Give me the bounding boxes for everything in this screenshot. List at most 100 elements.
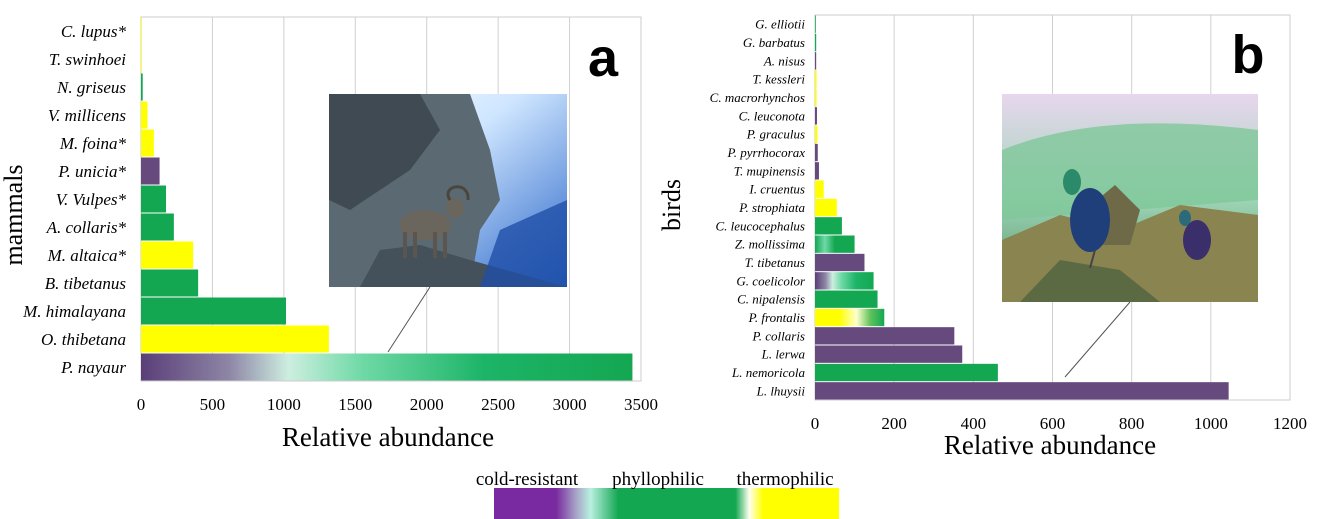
panel-a-photo-connector (387, 286, 431, 353)
b-bar (815, 107, 817, 125)
legend-label-phyllophilic: phyllophilic (612, 469, 704, 490)
b-bar (815, 15, 816, 33)
a-x-tick-label: 0 (137, 395, 146, 414)
panel-b-letter: b (1232, 25, 1265, 85)
a-x-tick-label: 2500 (481, 395, 515, 414)
b-category-label: C. nipalensis (737, 292, 805, 307)
b-category-label: P. graculus (746, 127, 805, 142)
panel-b-x-axis-title: Relative abundance (944, 430, 1156, 460)
b-category-label: P. frontalis (748, 310, 805, 325)
b-category-label: L. nemoricola (731, 365, 805, 380)
a-bar (141, 129, 154, 157)
a-category-label: B. tibetanus (45, 274, 127, 293)
panel-a-inset-photo (329, 94, 567, 353)
b-category-label: L. lerwa (761, 347, 806, 362)
a-x-tick-label: 3000 (553, 395, 587, 414)
a-category-label: A. collaris* (46, 218, 127, 237)
a-bar (141, 297, 286, 325)
panel-a-tick-labels: 0 500 1000 1500 2000 2500 3000 3500 (137, 395, 658, 414)
panel-a-category-labels: C. lupus* T. swinhoei N. griseus V. millice… (22, 22, 126, 377)
panel-a-y-axis-title: mammals (0, 164, 28, 265)
b-bar (815, 327, 955, 345)
b-bar (815, 52, 817, 70)
panel-a-bars (141, 17, 633, 381)
legend-gradient-bar (494, 488, 839, 519)
legend-label-cold-resistant: cold-resistant (476, 469, 579, 490)
b-bar (815, 88, 817, 107)
a-category-label: N. griseus (56, 78, 126, 97)
b-bar (815, 217, 842, 235)
a-x-tick-label: 500 (200, 395, 226, 414)
b-bar (815, 33, 817, 52)
b-category-label: T. kessleri (753, 72, 806, 87)
b-category-label: T. mupinensis (734, 163, 805, 178)
b-category-label: L. lhuysii (756, 383, 806, 398)
b-category-label: A. nisus (763, 53, 805, 68)
a-category-label: O. thibetana (41, 330, 126, 349)
a-category-label: V. Vulpes* (56, 190, 127, 209)
a-x-tick-label: 3500 (624, 395, 658, 414)
panel-b: G. elliotii G. barbatus A. nisus T. kessler… (657, 14, 1307, 460)
b-category-label: G. elliotii (755, 17, 805, 32)
a-bar (141, 185, 166, 213)
b-bar (815, 290, 878, 308)
a-bar (141, 213, 174, 241)
panel-b-tick-labels: 0 200 400 600 800 1000 1200 (811, 414, 1307, 433)
b-x-tick-label: 1200 (1273, 414, 1307, 433)
b-category-label: T. tibetanus (745, 255, 805, 270)
a-category-label: M. foina* (59, 134, 127, 153)
b-category-label: P. pyrrhocorax (726, 145, 805, 160)
a-bar (141, 353, 633, 381)
a-bar (141, 269, 199, 297)
a-bar (141, 17, 142, 45)
b-category-label: G. coelicolor (736, 273, 806, 288)
a-bar (141, 325, 329, 353)
panel-b-photo-connector (1064, 301, 1131, 378)
a-category-label: M. altaica* (47, 246, 127, 265)
b-bar (815, 180, 824, 198)
b-bar (815, 162, 819, 180)
panel-b-y-axis-title: birds (657, 179, 686, 231)
color-legend: cold-resistant phyllophilic thermophilic (476, 469, 839, 519)
a-bar (141, 101, 148, 129)
b-category-label: C. leucocephalus (715, 218, 805, 233)
a-category-label: P. unicia* (57, 162, 126, 181)
a-bar (141, 157, 160, 185)
panel-b-bars (815, 15, 1229, 400)
b-bar (815, 125, 818, 143)
a-bar (141, 241, 194, 269)
b-x-tick-label: 800 (1119, 414, 1145, 433)
b-category-label: I. cruentus (748, 182, 805, 197)
b-category-label: P. collaris (752, 328, 806, 343)
a-category-label: C. lupus* (61, 22, 127, 41)
panel-a: C. lupus* T. swinhoei N. griseus V. millice… (0, 16, 658, 452)
b-category-label: C. macrorhynchos (710, 90, 805, 105)
b-x-tick-label: 0 (811, 414, 820, 433)
legend-label-thermophilic: thermophilic (736, 469, 833, 490)
panel-b-inset-photo (1002, 94, 1258, 378)
b-x-tick-label: 600 (1040, 414, 1066, 433)
b-category-label: C. leuconota (739, 108, 806, 123)
a-category-label: V. millicens (48, 106, 126, 125)
b-category-label: G. barbatus (743, 35, 805, 50)
b-category-label: Z. mollissima (735, 237, 806, 252)
a-category-label: P. nayaur (60, 358, 126, 377)
panel-a-letter: a (588, 28, 619, 88)
a-category-label: M. himalayana (22, 302, 126, 321)
b-bar (815, 143, 818, 162)
a-x-tick-label: 1500 (338, 395, 372, 414)
b-x-tick-label: 400 (961, 414, 987, 433)
b-bar (815, 345, 963, 363)
b-bar (815, 70, 817, 88)
b-bar (815, 272, 874, 290)
b-category-label: P. strophiata (738, 200, 805, 215)
b-bar (815, 235, 855, 253)
b-bar (815, 363, 998, 382)
b-bar (815, 198, 837, 217)
a-category-label: T. swinhoei (49, 50, 126, 69)
b-bar (815, 308, 885, 327)
b-bar (815, 253, 865, 272)
b-bar (815, 382, 1229, 400)
panel-a-x-axis-title: Relative abundance (282, 422, 494, 452)
